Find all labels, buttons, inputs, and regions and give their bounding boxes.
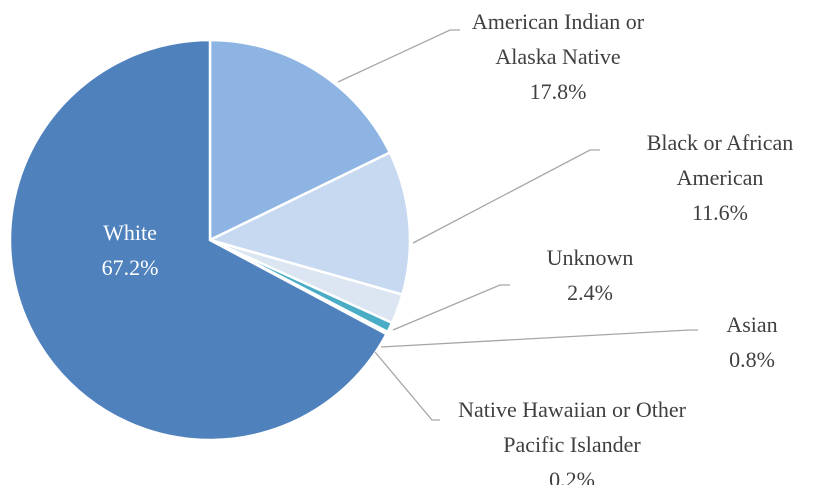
leader-line [412,149,600,244]
pie-slice [206,150,412,297]
leader-line [337,29,460,83]
category-label: Unknown [546,245,634,270]
value-label: 0.2% [549,467,595,485]
leader-line [374,351,440,421]
data-label: Black or African American 11.6% [615,125,825,230]
pie-slice [208,38,392,242]
data-label: Native Hawaiian or Other Pacific Islande… [437,392,707,485]
data-label: Unknown 2.4% [510,240,670,310]
category-label: Black or African American [646,130,794,190]
value-label: 11.6% [691,200,748,225]
value-label: 67.2% [101,255,159,280]
value-label: 17.8% [529,79,587,104]
category-label: Asian [726,312,778,337]
category-label: Native Hawaiian or Other Pacific Islande… [458,397,686,457]
category-label: American Indian or Alaska Native [471,9,645,69]
pie-slice [8,38,389,442]
value-label: 0.8% [729,347,775,372]
value-label: 2.4% [567,280,613,305]
data-label: American Indian or Alaska Native 17.8% [443,4,673,109]
leader-line [392,284,510,331]
leader-line [380,329,698,348]
category-label: White [103,220,157,245]
data-label: Asian 0.8% [692,307,812,377]
data-label: White 67.2% [50,215,210,285]
